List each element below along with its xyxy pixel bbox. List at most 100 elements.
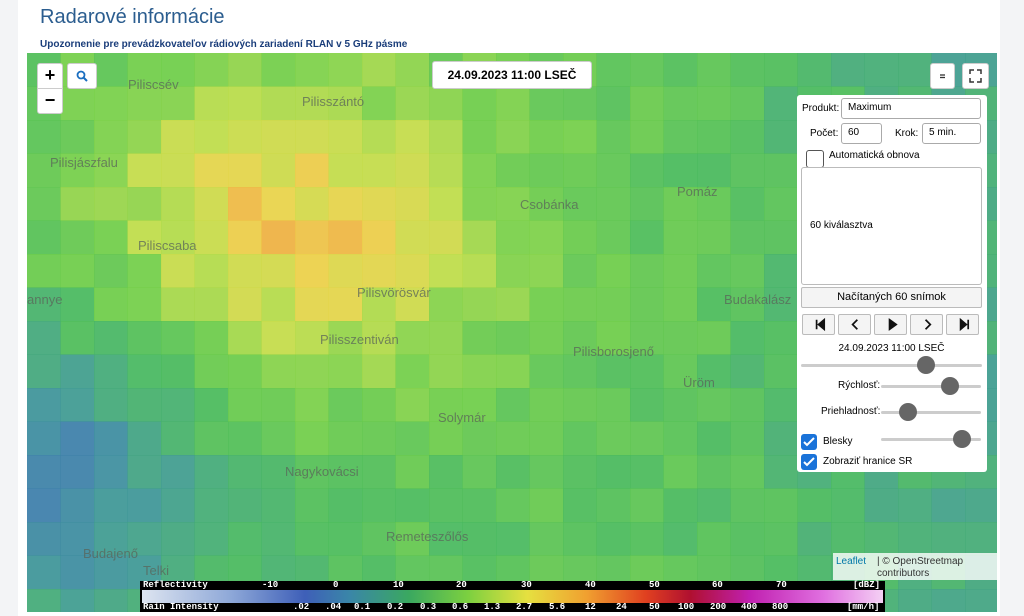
- radar-cell: [429, 388, 463, 422]
- radar-cell: [161, 321, 195, 355]
- radar-cell: [328, 421, 363, 456]
- radar-cell: [931, 488, 966, 523]
- radar-cell: [27, 555, 61, 590]
- radar-cell: [127, 421, 162, 456]
- radar-cell: [596, 86, 631, 121]
- radar-cell: [496, 354, 530, 389]
- radar-cell: [496, 388, 530, 422]
- count-select[interactable]: 60: [841, 123, 882, 144]
- radar-cell: [228, 421, 262, 456]
- radar-cell: [194, 522, 229, 556]
- radar-cell: [496, 187, 530, 221]
- radar-cell: [161, 254, 195, 288]
- playback-button[interactable]: [838, 314, 871, 335]
- radar-cell: [429, 321, 463, 355]
- slider-track[interactable]: [881, 385, 981, 388]
- radar-cell: [630, 86, 664, 121]
- radar-cell: [630, 388, 664, 422]
- radar-cell: [362, 522, 396, 556]
- radar-cell: [797, 522, 832, 556]
- radar-cell: [261, 354, 296, 389]
- radar-cell: [228, 153, 262, 188]
- radar-cell: [228, 53, 262, 87]
- zoom-out-button[interactable]: −: [37, 88, 63, 114]
- playback-button[interactable]: [874, 314, 907, 335]
- radar-cell: [931, 589, 966, 612]
- radar-cell: [127, 53, 162, 87]
- radar-cell: [831, 488, 865, 523]
- radar-cell: [764, 187, 798, 221]
- radar-cell: [563, 522, 597, 556]
- slider-knob[interactable]: [953, 430, 971, 448]
- radar-cell: [328, 153, 363, 188]
- search-icon: [76, 70, 88, 82]
- reflectivity-tick: 40: [585, 580, 596, 590]
- radar-cell: [228, 187, 262, 221]
- auto-refresh-checkbox[interactable]: [806, 150, 824, 168]
- radar-cell: [730, 153, 765, 188]
- selection-box[interactable]: 60 kiválasztva: [801, 167, 982, 285]
- radar-cell: [429, 254, 463, 288]
- radar-cell: [596, 220, 631, 255]
- playback-button[interactable]: [802, 314, 835, 335]
- radar-cell: [462, 187, 497, 221]
- radar-cell: [529, 120, 564, 154]
- radar-cell: [161, 354, 195, 389]
- radar-cell: [27, 153, 61, 188]
- playback-button[interactable]: [946, 314, 979, 335]
- radar-cell: [663, 488, 698, 523]
- radar-cell: [563, 388, 597, 422]
- radar-cell: [529, 522, 564, 556]
- radar-cell: [630, 254, 664, 288]
- load-button[interactable]: Načítaných 60 snímok: [801, 287, 982, 308]
- radar-cell: [529, 421, 564, 456]
- radar-cell: [764, 287, 798, 322]
- search-button[interactable]: [67, 63, 97, 89]
- lightning-checkbox[interactable]: [801, 434, 817, 450]
- product-select[interactable]: Maximum: [841, 98, 981, 119]
- radar-cell: [663, 86, 698, 121]
- radar-cell: [228, 321, 262, 355]
- radar-cell: [395, 254, 430, 288]
- radar-cell: [395, 53, 430, 87]
- radar-cell: [529, 488, 564, 523]
- radar-cell: [496, 86, 530, 121]
- rain-tick: 50: [649, 602, 660, 612]
- radar-cell: [529, 187, 564, 221]
- layers-button[interactable]: [930, 63, 955, 89]
- fullscreen-button[interactable]: [962, 63, 989, 89]
- radar-cell: [60, 522, 95, 556]
- radar-cell: [228, 354, 262, 389]
- radar-cell: [496, 254, 530, 288]
- radar-cell: [261, 388, 296, 422]
- reflectivity-tick: 10: [393, 580, 404, 590]
- playback-button[interactable]: [910, 314, 943, 335]
- radar-cell: [596, 488, 631, 523]
- radar-cell: [730, 220, 765, 255]
- slider-track[interactable]: [881, 438, 981, 441]
- slider-track[interactable]: [801, 364, 982, 367]
- radar-cell: [27, 321, 61, 355]
- zoom-in-button[interactable]: +: [37, 63, 63, 89]
- radar-cell: [898, 488, 932, 523]
- slider-knob[interactable]: [917, 356, 935, 374]
- radar-cell: [663, 53, 698, 87]
- radar-cell: [362, 86, 396, 121]
- radar-cell: [60, 220, 95, 255]
- radar-cell: [194, 388, 229, 422]
- radar-cell: [395, 321, 430, 355]
- slider-knob[interactable]: [941, 377, 959, 395]
- step-select[interactable]: 5 min.: [922, 123, 981, 144]
- radar-cell: [161, 421, 195, 456]
- radar-cell: [127, 488, 162, 523]
- radar-cell: [429, 86, 463, 121]
- notice-link[interactable]: Upozornenie pre prevádzkovateľov rádiový…: [40, 39, 408, 50]
- radar-cell: [27, 522, 61, 556]
- radar-cell: [295, 321, 329, 355]
- slider-track[interactable]: [881, 411, 981, 414]
- slider-knob[interactable]: [899, 403, 917, 421]
- leaflet-link[interactable]: Leaflet: [836, 556, 867, 567]
- radar-cell: [261, 187, 296, 221]
- border-checkbox[interactable]: [801, 454, 817, 470]
